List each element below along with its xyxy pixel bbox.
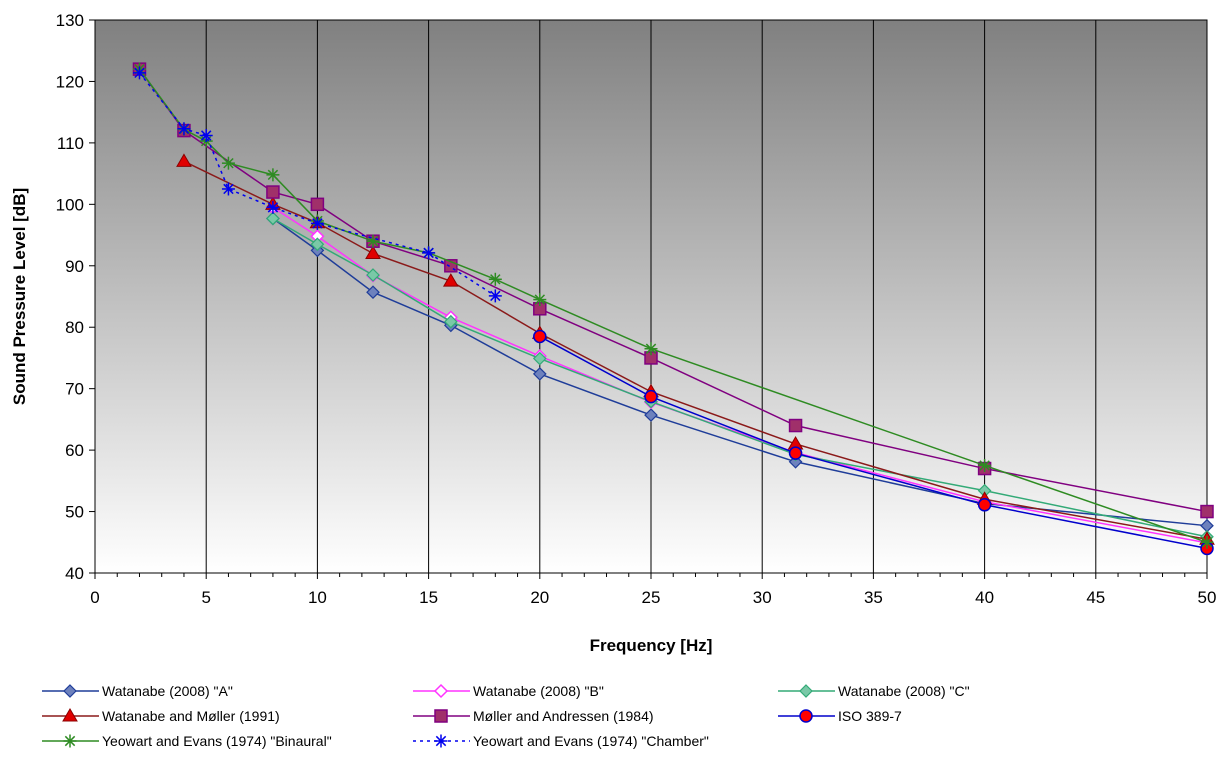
data-point <box>442 273 459 287</box>
tick-labels: 40 50 60 70 80 90 100 110 120 130 0 5 10 15 20 25 30 35 40… <box>56 11 1217 607</box>
data-point <box>266 211 280 226</box>
legend-label: ISO 389-7 <box>838 708 902 724</box>
x-tick-label: 0 <box>90 588 99 607</box>
legend-label: Yeowart and Evans (1974) "Chamber" <box>473 733 709 749</box>
data-point <box>366 268 380 282</box>
data-point <box>533 329 547 344</box>
data-point <box>1200 535 1214 549</box>
x-tick-label: 40 <box>975 588 994 607</box>
legend-item: Møller and Andressen (1984) <box>413 708 654 724</box>
y-tick-label: 70 <box>65 380 84 399</box>
x-tick-label: 25 <box>642 588 661 607</box>
data-point <box>799 684 813 698</box>
data-point <box>488 289 502 303</box>
data-point <box>366 285 380 300</box>
y-tick-label: 60 <box>65 441 84 460</box>
data-point <box>422 246 436 260</box>
legend-label: Møller and Andressen (1984) <box>473 708 654 724</box>
data-point <box>221 156 235 170</box>
data-point <box>433 683 449 699</box>
y-tick-label: 80 <box>65 318 84 337</box>
data-point <box>644 389 658 404</box>
data-point <box>310 197 325 212</box>
x-tick-label: 20 <box>530 588 549 607</box>
data-point <box>977 498 992 512</box>
x-tick-label: 10 <box>308 588 327 607</box>
data-point <box>799 709 813 723</box>
x-tick-label: 5 <box>201 588 210 607</box>
legend-label: Yeowart and Evans (1974) "Binaural" <box>102 733 332 749</box>
legend-label: Watanabe (2008) "B" <box>473 683 604 699</box>
data-point <box>532 351 547 366</box>
data-point <box>533 293 547 307</box>
x-tick-label: 15 <box>419 588 438 607</box>
data-point <box>199 129 213 143</box>
x-axis-title: Frequency [Hz] <box>590 636 713 655</box>
data-point <box>266 168 280 182</box>
data-point <box>266 200 280 214</box>
y-tick-label: 120 <box>56 72 84 91</box>
y-tick-label: 40 <box>65 564 84 583</box>
x-tick-label: 50 <box>1198 588 1217 607</box>
data-point <box>266 185 280 199</box>
series-6 <box>533 329 1214 556</box>
legend-item: Yeowart and Evans (1974) "Binaural" <box>42 733 332 749</box>
data-point <box>310 216 324 230</box>
x-tick-label: 30 <box>753 588 772 607</box>
series-line <box>183 160 1208 540</box>
series-layer <box>132 62 1215 556</box>
legend-item: Watanabe (2008) "B" <box>413 683 604 699</box>
y-tick-label: 130 <box>56 11 84 30</box>
data-point <box>443 314 458 329</box>
data-point <box>177 122 191 136</box>
legend-item: Watanabe (2008) "C" <box>778 683 970 699</box>
data-point <box>434 734 448 748</box>
data-point <box>63 734 77 748</box>
series-line <box>138 72 496 297</box>
x-tick-label: 35 <box>864 588 883 607</box>
data-point <box>365 245 381 259</box>
data-point <box>434 709 448 723</box>
data-point <box>176 153 192 167</box>
legend-item: Watanabe and Møller (1991) <box>42 708 280 724</box>
x-tick-label: 45 <box>1086 588 1105 607</box>
y-tick-label: 90 <box>65 257 84 276</box>
legend-item: Yeowart and Evans (1974) "Chamber" <box>413 733 709 749</box>
data-point <box>132 66 146 80</box>
data-point <box>978 458 992 472</box>
y-tick-label: 100 <box>56 195 84 214</box>
data-point <box>644 342 658 356</box>
legend-item: Watanabe (2008) "A" <box>42 683 233 699</box>
series-8 <box>132 66 502 303</box>
y-axis-title: Sound Pressure Level [dB] <box>10 188 29 405</box>
data-point <box>788 418 803 433</box>
data-point <box>366 234 380 248</box>
data-point <box>1200 504 1214 519</box>
data-point <box>644 408 658 422</box>
data-point <box>788 446 803 460</box>
data-point <box>63 684 77 698</box>
data-point <box>532 367 547 381</box>
legend-label: Watanabe (2008) "A" <box>102 683 233 699</box>
legend-label: Watanabe (2008) "C" <box>838 683 970 699</box>
legend-item: ISO 389-7 <box>778 708 902 724</box>
legend: Watanabe (2008) "A" Watanabe (2008) "B" Wa… <box>42 683 970 749</box>
y-tick-label: 50 <box>65 503 84 522</box>
data-point <box>310 237 325 252</box>
data-point <box>62 708 78 722</box>
axes <box>89 19 1208 579</box>
legend-label: Watanabe and Møller (1991) <box>102 708 280 724</box>
data-point <box>488 272 502 286</box>
y-tick-label: 110 <box>57 134 84 153</box>
data-point <box>221 182 235 196</box>
